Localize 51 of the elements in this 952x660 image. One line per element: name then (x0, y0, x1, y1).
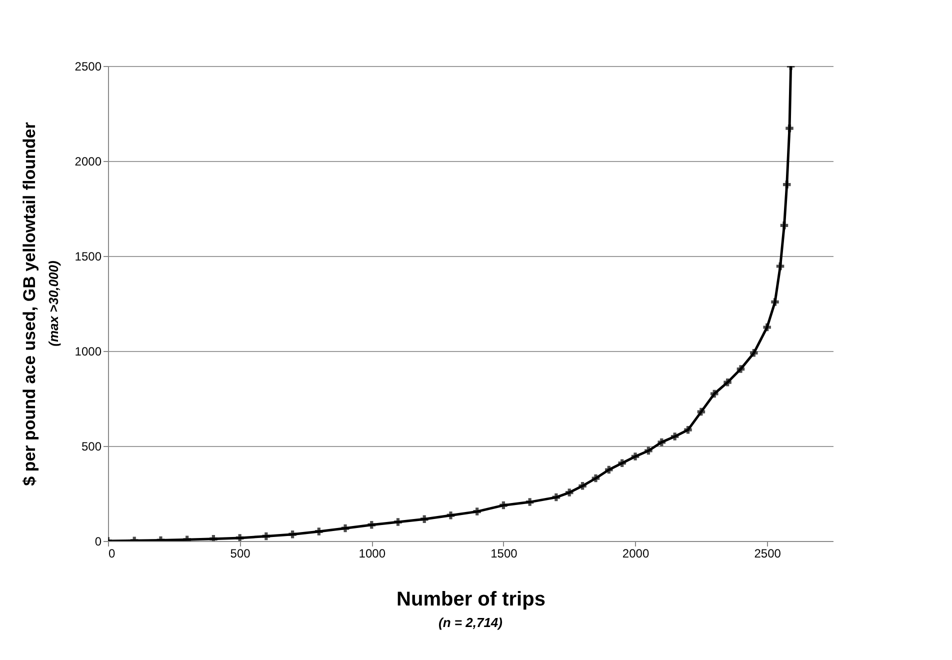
text: (n = 2,714) (438, 615, 502, 630)
point (565, 488, 574, 496)
text: (max >30,000) (46, 260, 61, 346)
point (644, 446, 652, 455)
point (236, 534, 244, 541)
y-tick-label: 500 (81, 440, 102, 454)
x-tick-label: 0 (108, 546, 116, 560)
point (658, 438, 666, 446)
y-tick-label: 1500 (74, 250, 102, 264)
point (526, 498, 534, 506)
point (750, 349, 758, 357)
x-tick-label: 2500 (754, 546, 782, 560)
point (315, 528, 323, 536)
point (670, 432, 679, 440)
x-tick-label: 500 (230, 546, 251, 560)
point (394, 518, 402, 526)
point (763, 323, 771, 332)
point (605, 466, 613, 474)
point (736, 365, 745, 373)
y-tick-label: 2500 (74, 60, 102, 74)
point (782, 180, 791, 188)
point (368, 520, 376, 529)
point (341, 524, 350, 532)
point (262, 532, 270, 540)
point (697, 408, 706, 416)
point (684, 426, 692, 434)
point (780, 222, 788, 230)
point (288, 530, 296, 538)
point (710, 390, 718, 398)
point (446, 511, 455, 520)
point (210, 535, 218, 541)
point (776, 262, 784, 270)
x-tick-label: 2000 (622, 546, 650, 560)
point (552, 493, 560, 502)
point (724, 378, 732, 386)
y-tick-label: 1000 (74, 344, 102, 358)
y-tick-label: 2000 (74, 154, 102, 168)
y-axis-title: $ per pound ace used, GB yellowtail flounder (20, 122, 39, 486)
point (420, 515, 428, 524)
point (631, 452, 640, 460)
point (473, 508, 481, 516)
point (578, 482, 586, 490)
x-axis-title: Number of trips (396, 588, 546, 610)
x-tick-label: 1000 (358, 546, 386, 560)
point (618, 459, 626, 467)
y-tick-label: 0 (94, 534, 102, 548)
point (500, 501, 508, 510)
point (786, 124, 794, 132)
point (771, 298, 779, 306)
point (592, 474, 600, 482)
x-tick-label: 1500 (490, 546, 518, 560)
